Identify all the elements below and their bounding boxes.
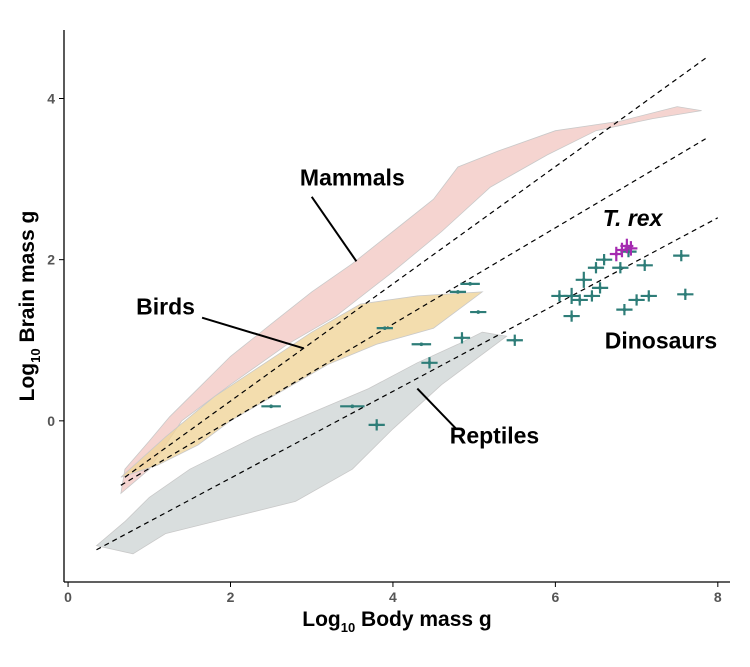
dinosaur-point — [575, 271, 592, 288]
point-marker — [646, 294, 651, 298]
point-marker — [350, 404, 355, 409]
pointer-reptiles — [416, 387, 458, 430]
dinosaur-point — [595, 254, 613, 266]
dinosaur-point — [421, 357, 438, 369]
regression-line-2 — [120, 138, 706, 486]
dinosaur-point — [677, 288, 694, 300]
x-tick-label: 8 — [714, 589, 722, 605]
region-birds — [120, 291, 484, 478]
x-tick-label: 2 — [227, 589, 235, 605]
pointer-mammals — [310, 196, 358, 262]
dinosaur-point — [261, 404, 281, 409]
dinosaur-point — [453, 332, 471, 344]
label-reptiles: Reptiles — [450, 422, 539, 448]
dinosaur-point — [640, 290, 657, 302]
point-marker — [569, 314, 574, 318]
point-marker — [512, 338, 517, 343]
label-birds: Birds — [136, 293, 195, 319]
data-points — [261, 238, 694, 431]
dinosaur-point — [571, 294, 588, 306]
axis-ticks: 0 2 4 6 8 0 2 4 — [47, 90, 722, 605]
x-tick-label: 4 — [389, 589, 397, 605]
region-reptiles — [95, 331, 508, 555]
point-marker — [569, 294, 574, 298]
point-marker — [683, 292, 688, 297]
x-tick-label: 0 — [64, 589, 72, 605]
dinosaur-point — [460, 282, 480, 286]
x-tick-label: 6 — [551, 589, 559, 605]
regression-line-3 — [96, 217, 719, 551]
dinosaur-point — [506, 334, 523, 346]
x-axis-title: Log10 Body mass g — [302, 608, 492, 635]
dinosaur-point — [583, 290, 601, 302]
dinosaur-point — [376, 326, 393, 330]
dinosaur-point — [636, 259, 653, 271]
point-marker — [598, 286, 602, 290]
dinosaur-point — [563, 310, 580, 322]
point-marker — [618, 265, 623, 270]
dinosaur-point — [673, 249, 690, 262]
regression-lines — [96, 57, 719, 551]
dinosaur-point — [449, 290, 467, 294]
point-marker — [476, 310, 481, 314]
dinosaur-point — [591, 282, 609, 294]
point-marker — [590, 294, 594, 298]
dinosaur-point — [411, 342, 432, 347]
point-marker — [383, 326, 387, 330]
dinosaur-point — [616, 303, 633, 316]
point-marker — [468, 282, 472, 286]
trex-point — [624, 241, 638, 256]
point-marker — [622, 307, 627, 312]
region-mammals — [120, 106, 702, 495]
point-marker — [594, 265, 598, 270]
dinosaur-point — [470, 310, 487, 314]
label-mammals: Mammals — [300, 165, 405, 191]
point-marker — [427, 361, 432, 365]
point-marker — [642, 263, 647, 268]
y-axis-title: Log10 Brain mass g — [16, 211, 43, 402]
label-t-rex: T. rex — [603, 205, 664, 231]
label-dinosaurs: Dinosaurs — [605, 327, 717, 353]
point-marker — [634, 298, 639, 302]
pointer-birds — [201, 316, 304, 350]
dinosaur-point — [628, 294, 645, 306]
dinosaur-point — [340, 404, 365, 409]
y-tick-label: 4 — [47, 90, 55, 106]
point-marker — [582, 278, 586, 282]
point-marker — [460, 336, 464, 340]
point-marker — [557, 294, 562, 298]
annotation-labels: Mammals Birds Reptiles Dinosaurs T. rex — [136, 165, 717, 449]
point-marker — [620, 248, 624, 252]
point-marker — [629, 246, 633, 251]
point-marker — [577, 298, 582, 302]
point-marker — [625, 244, 629, 248]
y-tick-label: 2 — [47, 252, 55, 268]
dinosaur-point — [368, 419, 385, 431]
point-marker — [602, 257, 606, 262]
point-marker — [679, 253, 684, 258]
y-tick-label: 0 — [47, 413, 55, 429]
dinosaur-point — [587, 262, 605, 274]
point-marker — [374, 423, 379, 427]
point-marker — [614, 252, 619, 256]
region-polygons — [95, 106, 702, 555]
annotation-pointers — [201, 196, 458, 430]
dinosaur-point — [612, 262, 629, 274]
regression-line-1 — [124, 57, 706, 478]
point-marker — [419, 342, 424, 347]
point-marker — [269, 404, 273, 409]
point-marker — [456, 290, 460, 294]
dinosaur-point — [563, 287, 580, 304]
